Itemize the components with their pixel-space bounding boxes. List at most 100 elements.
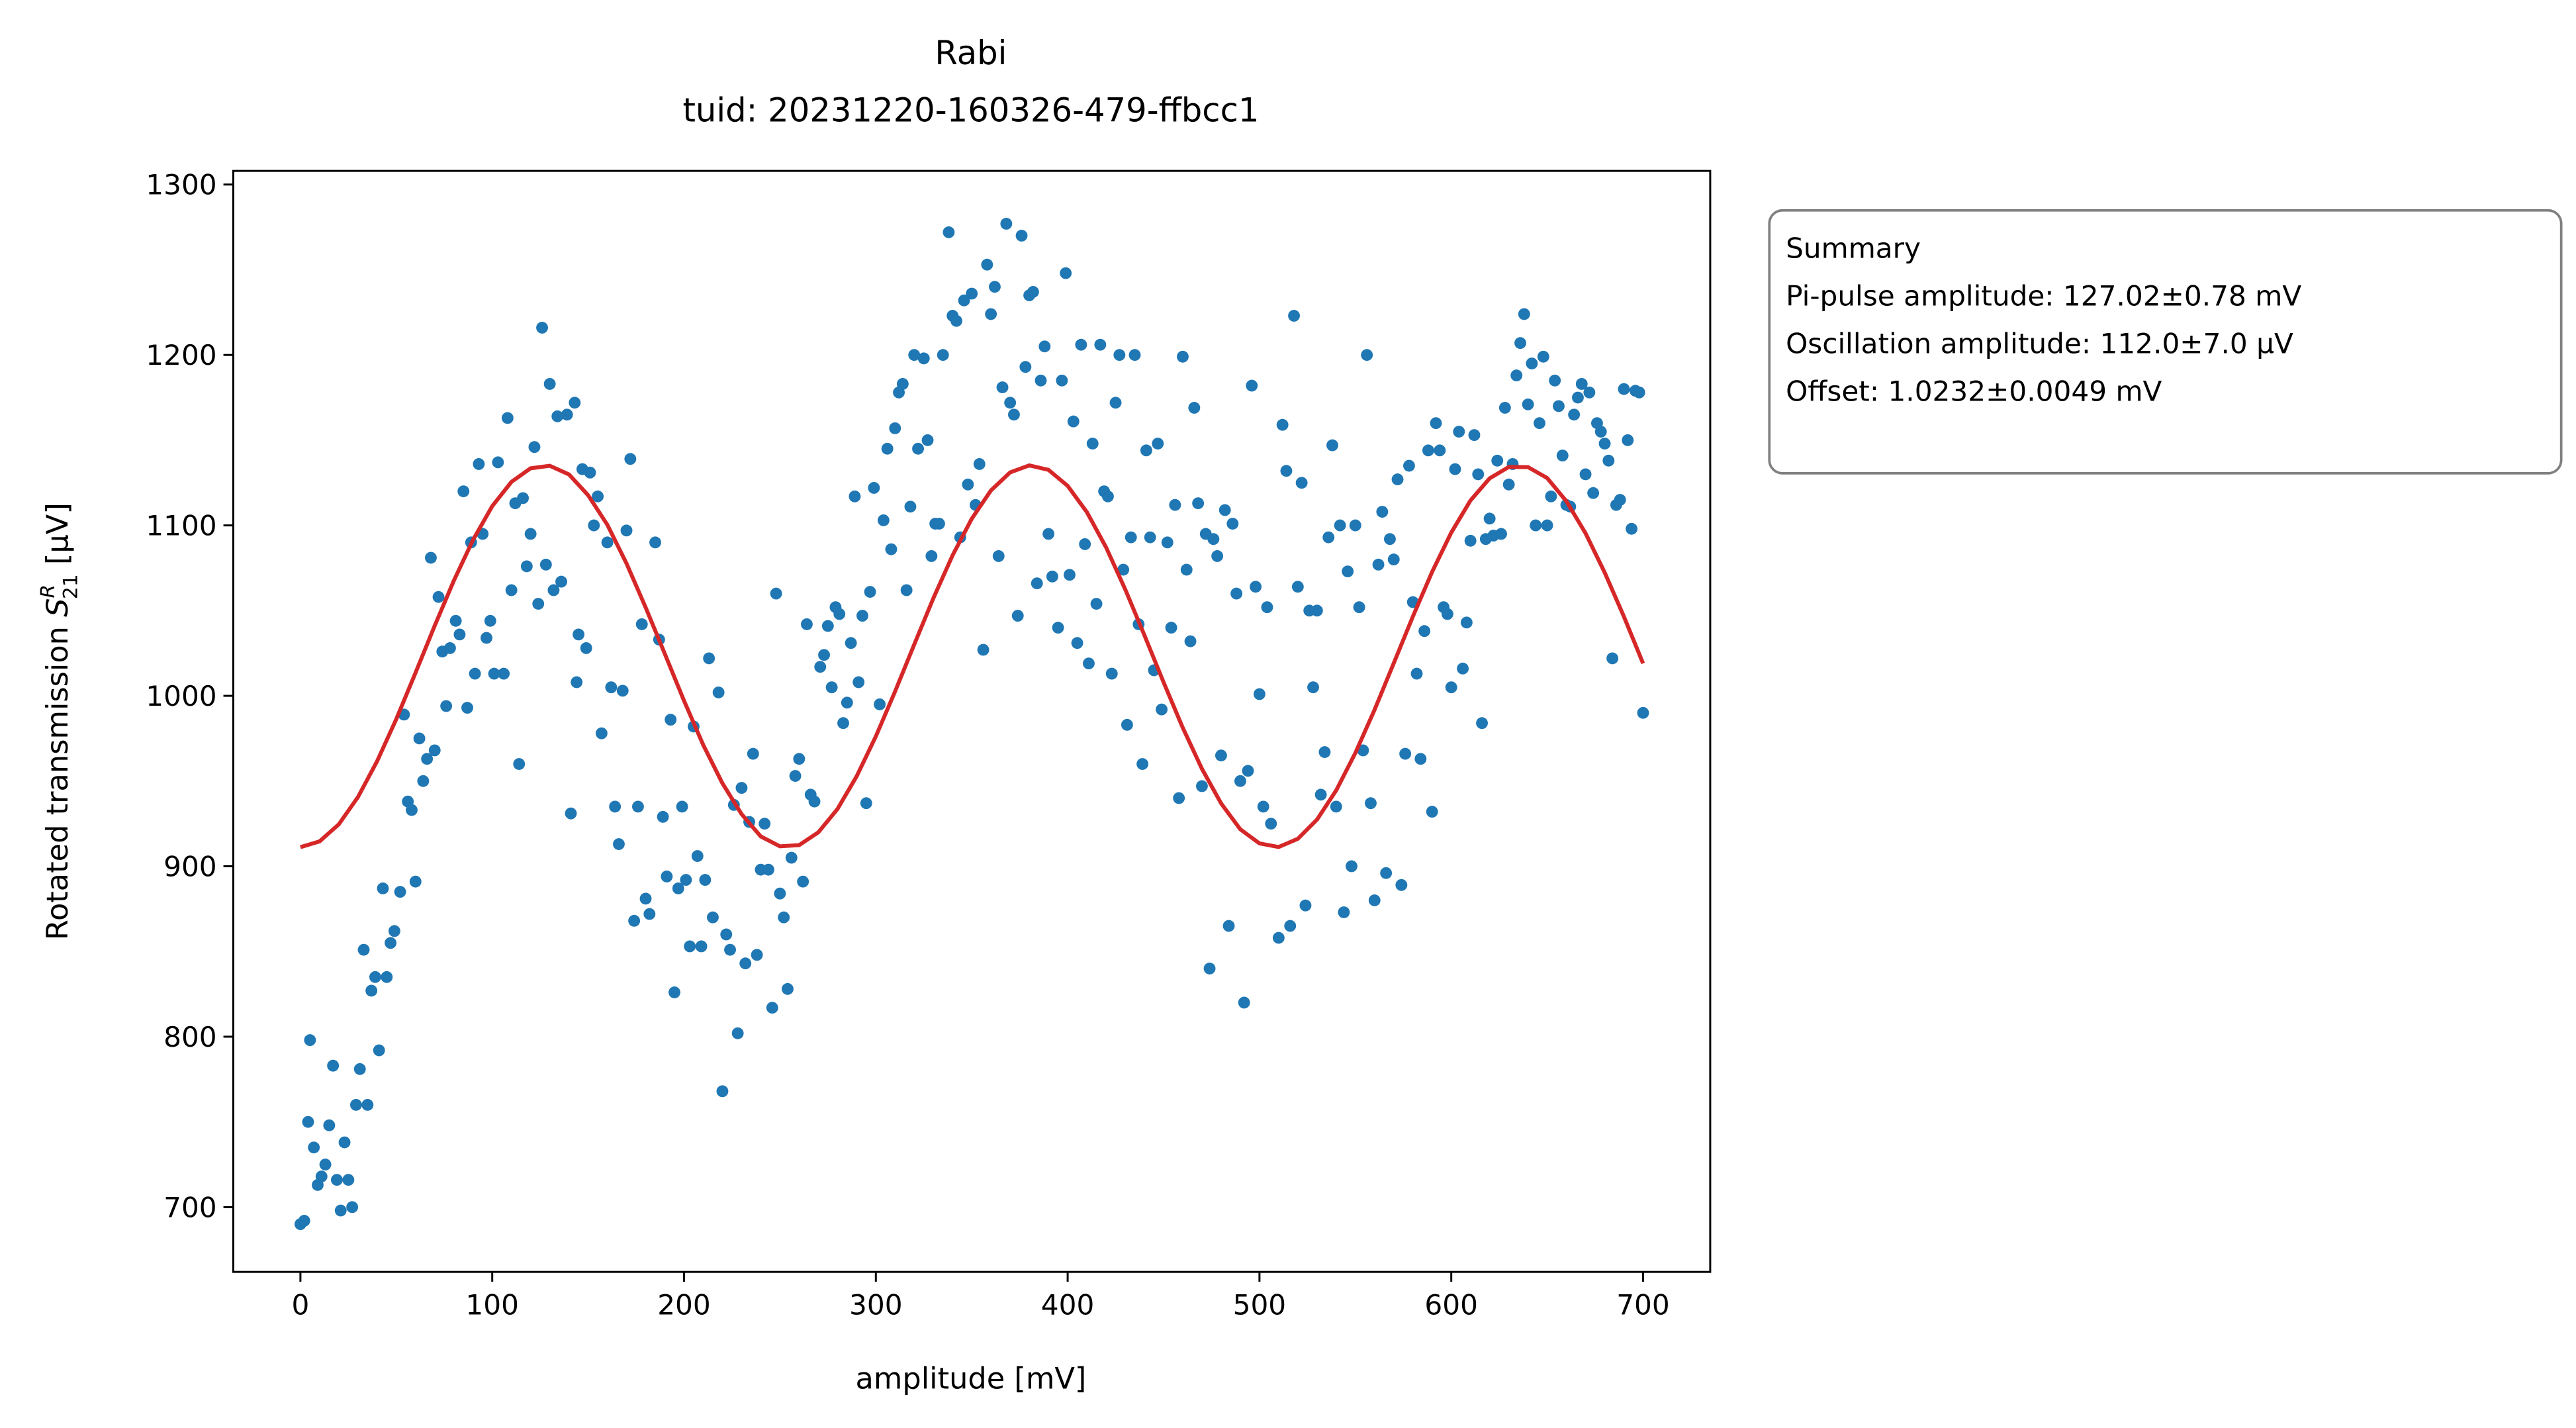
plot-area	[294, 218, 1649, 1231]
data-point	[845, 637, 857, 649]
data-point	[1403, 459, 1415, 472]
data-point	[1222, 920, 1235, 932]
data-point	[724, 943, 736, 956]
data-point	[342, 1174, 355, 1186]
data-point	[624, 453, 637, 465]
data-point	[1242, 765, 1254, 777]
data-point	[1637, 706, 1649, 719]
x-tick-label: 300	[849, 1289, 903, 1321]
data-point	[628, 914, 641, 927]
data-point	[1534, 417, 1545, 430]
data-point	[1192, 497, 1205, 510]
data-point	[966, 287, 978, 300]
data-point	[1618, 383, 1630, 395]
data-point	[1491, 454, 1504, 467]
data-point	[588, 519, 600, 532]
data-point	[1445, 681, 1457, 694]
x-axis-label: amplitude [mV]	[856, 1361, 1087, 1396]
data-point	[852, 676, 865, 689]
data-point	[1372, 558, 1385, 571]
data-point	[595, 727, 608, 739]
data-point	[1071, 637, 1083, 649]
data-point	[1384, 533, 1396, 546]
data-point	[409, 875, 422, 888]
data-point	[1460, 616, 1473, 629]
data-point	[1250, 581, 1262, 593]
y-tick-label: 1000	[146, 680, 216, 712]
axes-frame	[232, 169, 1712, 1273]
data-point	[543, 378, 556, 390]
data-point	[766, 1002, 778, 1014]
data-point	[1121, 718, 1133, 731]
data-point	[1483, 512, 1496, 525]
data-point	[1414, 753, 1427, 765]
data-point	[695, 940, 708, 953]
data-point	[1060, 267, 1072, 279]
data-point	[1117, 563, 1130, 576]
data-point	[1019, 361, 1032, 373]
data-point	[874, 698, 886, 710]
data-point	[1357, 744, 1369, 757]
data-point	[520, 560, 533, 573]
data-point	[417, 775, 430, 787]
data-point	[481, 632, 492, 644]
data-point	[661, 871, 673, 882]
data-point	[1280, 465, 1293, 477]
data-point	[643, 908, 656, 920]
data-point	[517, 492, 529, 504]
data-point	[1572, 391, 1584, 404]
data-point	[720, 928, 733, 941]
data-point	[833, 608, 846, 620]
x-tick-label: 0	[291, 1289, 309, 1321]
data-point	[584, 466, 596, 479]
data-point	[774, 887, 786, 900]
data-point	[699, 874, 712, 886]
x-tick-label: 500	[1233, 1289, 1287, 1321]
data-point	[1046, 570, 1058, 583]
data-point	[413, 732, 426, 745]
data-point	[1449, 463, 1461, 475]
data-point	[1113, 349, 1126, 361]
data-point	[1288, 310, 1300, 322]
data-point	[814, 661, 827, 673]
data-point	[672, 882, 684, 894]
data-point	[1299, 899, 1312, 912]
data-point	[334, 1204, 347, 1217]
data-point	[349, 1098, 362, 1111]
data-point	[864, 586, 876, 598]
data-point	[885, 543, 897, 555]
data-point	[1365, 797, 1377, 810]
data-point	[782, 982, 794, 995]
data-point	[1510, 369, 1523, 382]
data-point	[346, 1201, 359, 1214]
data-point	[361, 1098, 374, 1111]
data-point	[444, 642, 456, 654]
data-point	[453, 628, 466, 641]
data-point	[917, 352, 930, 365]
data-point	[1353, 601, 1365, 614]
data-point	[1136, 758, 1149, 770]
data-point	[778, 911, 790, 924]
data-point	[1626, 522, 1638, 535]
data-point	[937, 349, 949, 361]
data-point	[837, 717, 849, 730]
data-point	[684, 940, 696, 953]
data-point	[649, 536, 661, 549]
data-point	[1042, 528, 1055, 540]
data-point	[789, 770, 802, 782]
data-point	[1346, 860, 1357, 873]
data-point	[1109, 397, 1122, 409]
data-point	[1334, 519, 1346, 532]
data-point	[1253, 688, 1265, 700]
data-point	[1064, 569, 1076, 581]
data-point	[703, 652, 715, 665]
data-point	[849, 490, 861, 502]
x-tick-label: 700	[1616, 1289, 1670, 1321]
data-point	[1410, 667, 1423, 680]
data-point	[1518, 308, 1530, 320]
data-point	[1038, 340, 1051, 353]
data-point	[492, 456, 504, 469]
data-point	[1594, 426, 1607, 438]
data-point	[536, 322, 548, 334]
